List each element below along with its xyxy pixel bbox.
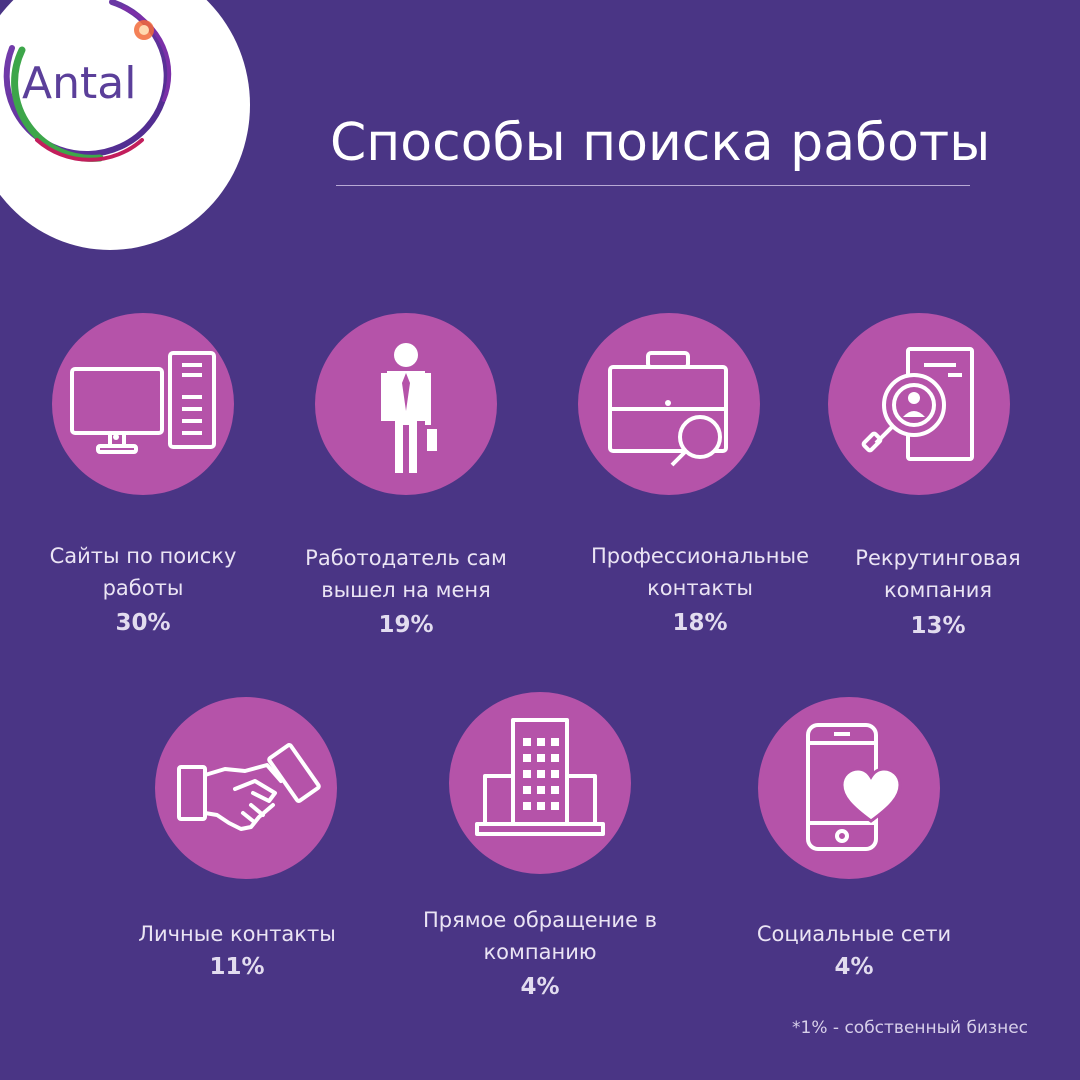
stat-label: Прямое обращение в компанию bbox=[422, 908, 658, 964]
footnote: *1% - собственный бизнес bbox=[792, 1018, 1028, 1038]
stat-value: 19% bbox=[378, 612, 434, 638]
stat-value: 4% bbox=[834, 954, 874, 980]
stat-label: Рекрутинговая компания bbox=[855, 546, 1021, 602]
stat-label: Профессиональные контакты bbox=[590, 544, 810, 600]
businessman-icon bbox=[381, 343, 437, 473]
stat-circle-direct-application bbox=[449, 692, 631, 874]
stat-label: Социальные сети bbox=[756, 922, 952, 946]
resume-search-icon bbox=[861, 347, 974, 461]
stat-circle-social-networks bbox=[758, 697, 940, 879]
stat-circle-professional-contacts bbox=[578, 313, 760, 495]
logo-text: Antal bbox=[22, 58, 136, 109]
stat-label: Сайты по поиску работы bbox=[49, 544, 237, 600]
stat-label: Работодатель сам вышел на меня bbox=[305, 546, 507, 602]
stat-value: 4% bbox=[520, 974, 560, 1000]
stat-value: 11% bbox=[209, 954, 265, 980]
stat-label: Личные контакты bbox=[138, 922, 336, 946]
handshake-icon bbox=[177, 743, 321, 831]
stat-circle-personal-contacts bbox=[155, 697, 337, 879]
stat-value: 30% bbox=[115, 610, 171, 636]
stat-circle-employer bbox=[315, 313, 497, 495]
stat-circle-recruiting-agency bbox=[828, 313, 1010, 495]
smartphone-heart-icon bbox=[806, 723, 902, 851]
desktop-computer-icon bbox=[70, 351, 216, 454]
antal-logo: Antal bbox=[0, 0, 250, 250]
antal-logo-ring-icon: Antal bbox=[3, 0, 172, 162]
office-building-icon bbox=[475, 718, 605, 836]
page-title: Способы поиска работы bbox=[330, 113, 991, 173]
briefcase-search-icon bbox=[608, 351, 728, 467]
title-divider bbox=[336, 185, 970, 186]
stat-circle-job-sites bbox=[52, 313, 234, 495]
stat-value: 18% bbox=[672, 610, 728, 636]
stat-value: 13% bbox=[910, 613, 966, 639]
